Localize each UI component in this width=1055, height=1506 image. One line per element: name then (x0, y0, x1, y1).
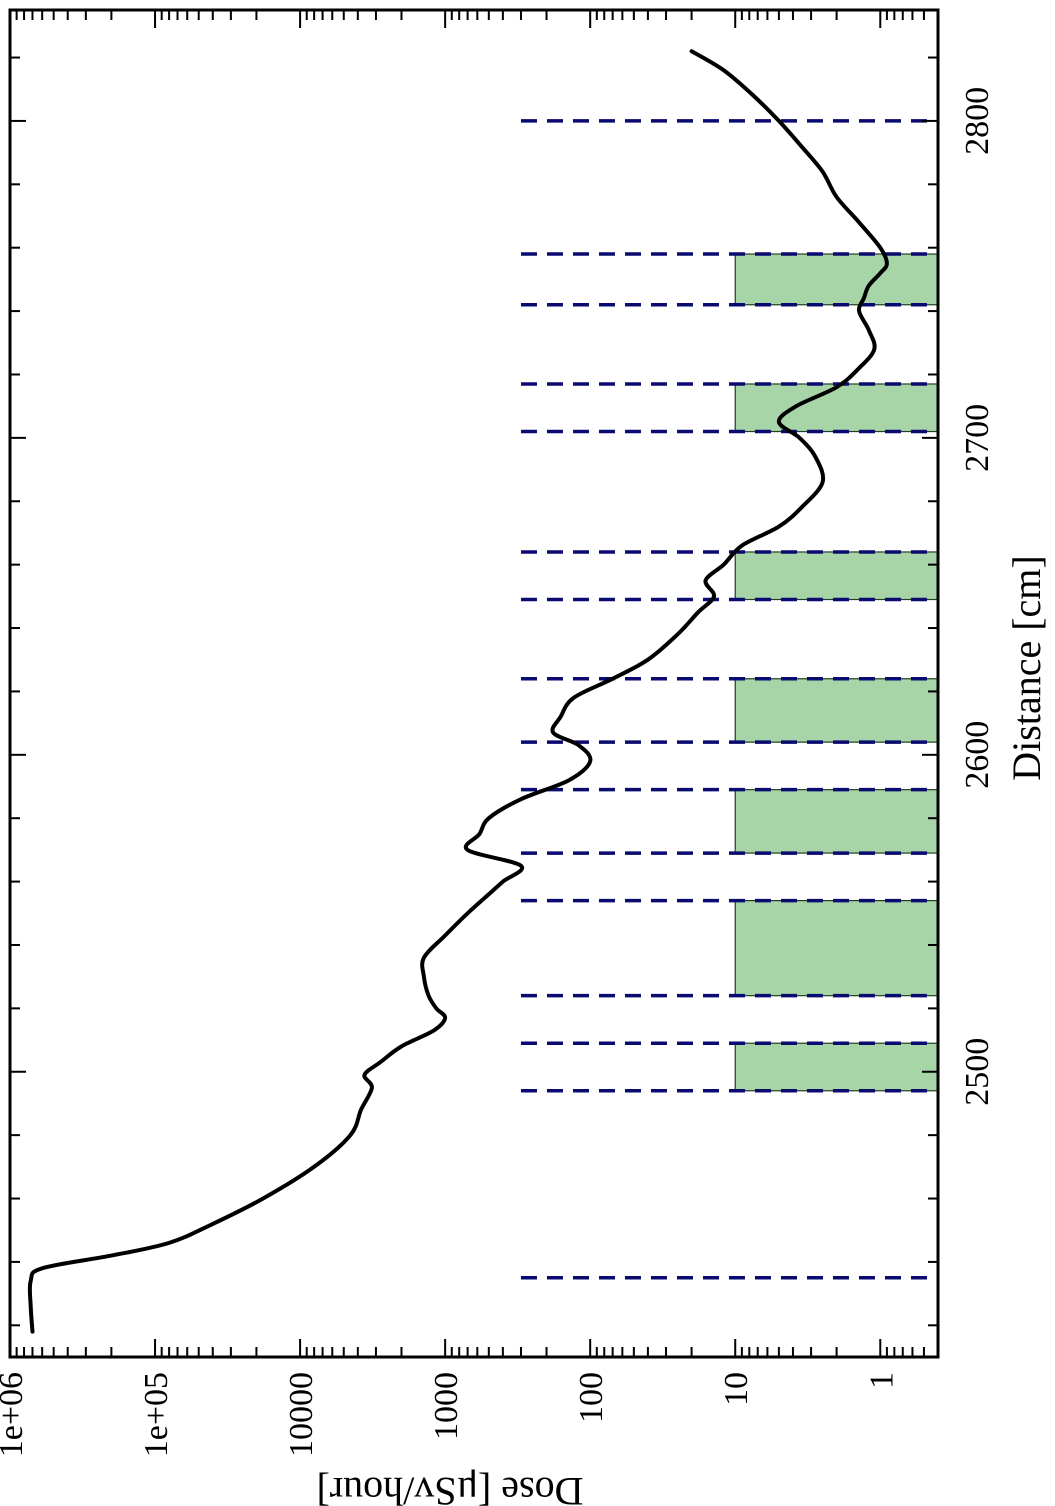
shaded-region-3 (734, 789, 939, 854)
y-tick-label: 100 (573, 1372, 610, 1423)
y-tick-label: 1e+06 (0, 1372, 30, 1457)
distance-axis-ticks: 2500 2600 2700 2800 (10, 56, 996, 1327)
shaded-region-6 (734, 383, 939, 433)
y-tick-label: 10000 (283, 1372, 320, 1457)
x-tick-label: 2800 (959, 87, 996, 155)
dose-axis-ticks: 1e+06 1e+05 10000 1000 100 10 1 (0, 10, 939, 1457)
y-tick-label: 1 (863, 1372, 900, 1389)
y-axis-label: Dose [μSv/hour] (317, 1469, 584, 1506)
x-tick-label: 2600 (959, 721, 996, 789)
dose-curve (27, 49, 889, 1334)
shaded-region-5 (734, 551, 939, 601)
x-tick-label: 2700 (959, 404, 996, 472)
dashed-lines (520, 119, 938, 1280)
plot-frame (8, 8, 940, 1359)
y-tick-label: 10 (718, 1372, 755, 1406)
y-tick-label: 1000 (428, 1372, 465, 1440)
shaded-region-4 (734, 678, 939, 743)
x-tick-label: 2500 (959, 1038, 996, 1106)
shaded-region-7 (734, 253, 939, 306)
shaded-region-2 (734, 900, 939, 997)
shaded-region-1 (734, 1042, 939, 1092)
y-tick-label: 1e+05 (138, 1372, 175, 1457)
dose-curve-group (27, 49, 889, 1334)
x-axis-label: Distance [cm] (1004, 555, 1049, 780)
shaded-regions (734, 253, 939, 1092)
